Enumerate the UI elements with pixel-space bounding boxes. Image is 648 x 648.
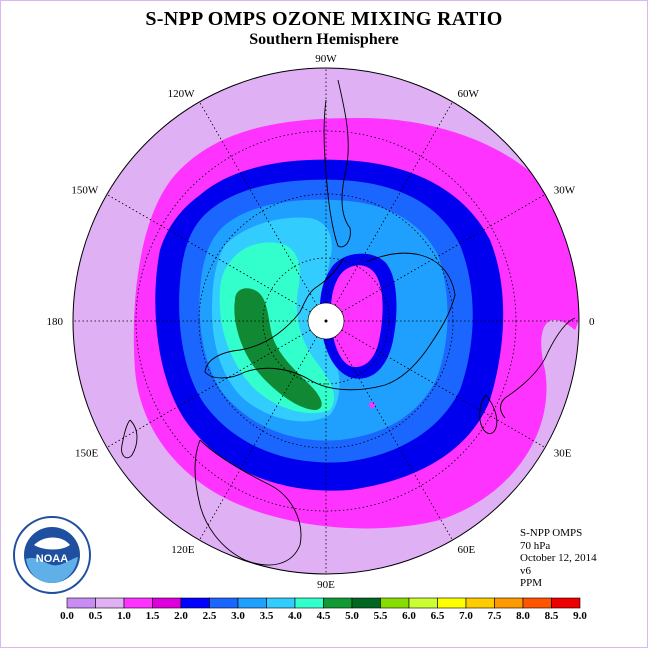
lon-label-150w: 150W [71, 185, 99, 197]
lon-label-0: 0 [589, 316, 595, 328]
lon-label-30w: 30W [554, 185, 576, 197]
lon-label-150e: 150E [75, 448, 99, 460]
south-america-coast [323, 79, 351, 248]
band-4.0-4.5 [234, 288, 322, 410]
graticule [73, 68, 579, 574]
small-patch [369, 402, 375, 408]
info-units: PPM [520, 577, 543, 589]
madagascar-coast [479, 394, 498, 434]
antarctic-peninsula-coast [299, 257, 345, 313]
lon-label-60w: 60W [458, 88, 480, 100]
meridian-150w [106, 194, 311, 313]
south-pole-marker [324, 319, 328, 323]
map-boundary [72, 67, 580, 575]
meridian-150e [106, 329, 311, 448]
lon-label-120e: 120E [171, 544, 195, 556]
noaa-logo-icon: NOAA [13, 516, 91, 594]
meridian-30w [341, 194, 546, 313]
africa-coast [500, 317, 576, 419]
lon-label-120w: 120W [168, 88, 196, 100]
map-subtitle: Southern Hemisphere [249, 31, 399, 48]
info-panel: S-NPP OMPS 70 hPa October 12, 2014 v6 PP… [520, 527, 597, 590]
info-version: v6 [520, 564, 531, 577]
meridians [73, 68, 579, 574]
logo-text: NOAA [36, 553, 68, 565]
lon-label-30e: 30E [554, 448, 572, 460]
new-zealand-coast [121, 419, 138, 459]
info-instrument: S-NPP OMPS [520, 527, 583, 539]
info-date: October 12, 2014 [520, 552, 597, 564]
lon-label-60e: 60E [458, 544, 476, 556]
lon-label-90w: 90W [315, 53, 337, 65]
band-3.5-4.0 [219, 242, 335, 414]
meridian-120w [199, 101, 318, 306]
longitude-labels: 0 30E 60E 90E 120E 150E 180 150W 120W 90W 60W 30W [47, 53, 596, 591]
meridian-60w [334, 101, 453, 306]
meridian-120e [199, 336, 318, 541]
australia-coast [194, 439, 302, 566]
map-title: S-NPP OMPS OZONE MIXING RATIO [145, 8, 503, 30]
lon-label-180: 180 [47, 316, 64, 328]
coastlines [121, 79, 576, 566]
meridian-60e [334, 336, 453, 541]
meridian-30e [341, 329, 546, 448]
antarctica-coast [204, 252, 456, 391]
info-level: 70 hPa [520, 539, 551, 552]
lon-label-90e: 90E [317, 579, 335, 591]
